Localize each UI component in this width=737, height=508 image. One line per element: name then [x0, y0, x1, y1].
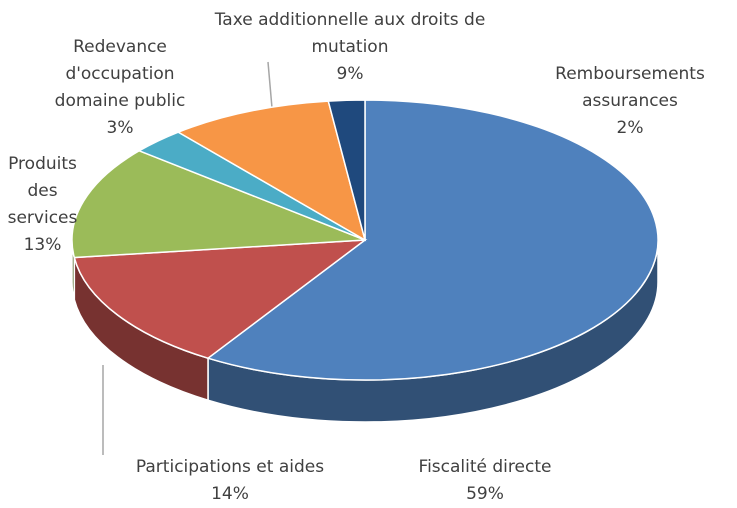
percent-label: 2% [616, 118, 644, 138]
category-label: Taxe additionnelle aux droits de mutatio… [214, 10, 486, 57]
category-label: Redevance d'occupation domaine public [54, 37, 186, 111]
slice [71, 149, 366, 259]
pie-tops [71, 99, 659, 381]
slice [327, 99, 366, 241]
slice-label: Fiscalité directe 59% [385, 454, 585, 508]
percent-label: 9% [336, 64, 364, 84]
slice-label: Taxe additionnelle aux droits de mutatio… [180, 7, 520, 88]
category-label: Produits des services [7, 154, 78, 228]
slice [73, 239, 368, 360]
category-label: Fiscalité directe [418, 457, 552, 477]
percent-label: 59% [466, 484, 504, 504]
category-label: Participations et aides [135, 457, 325, 477]
category-label: Remboursements assurances [555, 64, 705, 111]
percent-label: 3% [106, 118, 134, 138]
leader-line [267, 61, 273, 109]
percent-label: 13% [23, 235, 62, 255]
slice-label: Participations et aides 14% [80, 454, 380, 508]
slice [206, 99, 659, 381]
percent-label: 14% [211, 484, 249, 504]
slice-label: Redevance d'occupation domaine public 3% [35, 34, 205, 142]
slice-label: Remboursements assurances 2% [540, 61, 720, 142]
slice-label: Produits des services 13% [0, 151, 85, 259]
slice [176, 100, 367, 242]
